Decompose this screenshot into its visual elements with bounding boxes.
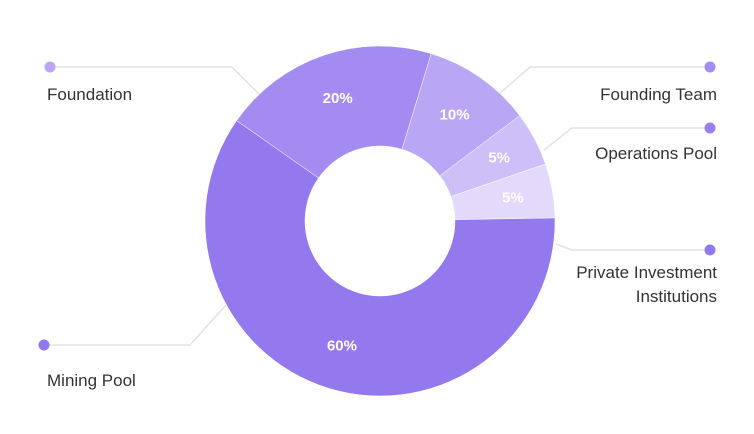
- leader-founding-team-dot: [704, 61, 716, 73]
- data-label-mining-pool: 60%: [327, 337, 357, 354]
- leader-private-investment-dot: [704, 244, 716, 256]
- leader-foundation: [50, 66, 263, 98]
- label-private-investment-institutions: Private Investment Institutions: [576, 263, 717, 306]
- leader-operations-pool: [543, 127, 710, 151]
- leader-mining-pool: [44, 304, 227, 346]
- leader-mining-pool-dot: [38, 339, 50, 351]
- leader-private-investment: [555, 243, 710, 251]
- leader-foundation-dot: [44, 61, 56, 73]
- slice-foundation[interactable]: [236, 45, 432, 179]
- label-operations-pool: Operations Pool: [595, 144, 717, 163]
- slice-mining-pool[interactable]: [204, 120, 556, 397]
- data-label-private-investment-institutions: 5%: [502, 190, 524, 207]
- leader-founding-team: [499, 66, 710, 94]
- label-mining-pool: Mining Pool: [47, 371, 136, 390]
- leader-operations-pool-dot: [704, 122, 716, 134]
- data-label-operations-pool: 5%: [488, 150, 510, 167]
- label-founding-team: Founding Team: [600, 85, 717, 104]
- data-label-foundation: 20%: [323, 90, 353, 107]
- label-foundation: Foundation: [47, 85, 133, 104]
- data-label-founding-team: 10%: [440, 107, 470, 124]
